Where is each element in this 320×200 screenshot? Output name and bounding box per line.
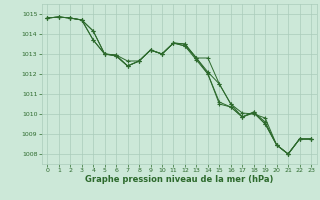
X-axis label: Graphe pression niveau de la mer (hPa): Graphe pression niveau de la mer (hPa)	[85, 175, 273, 184]
